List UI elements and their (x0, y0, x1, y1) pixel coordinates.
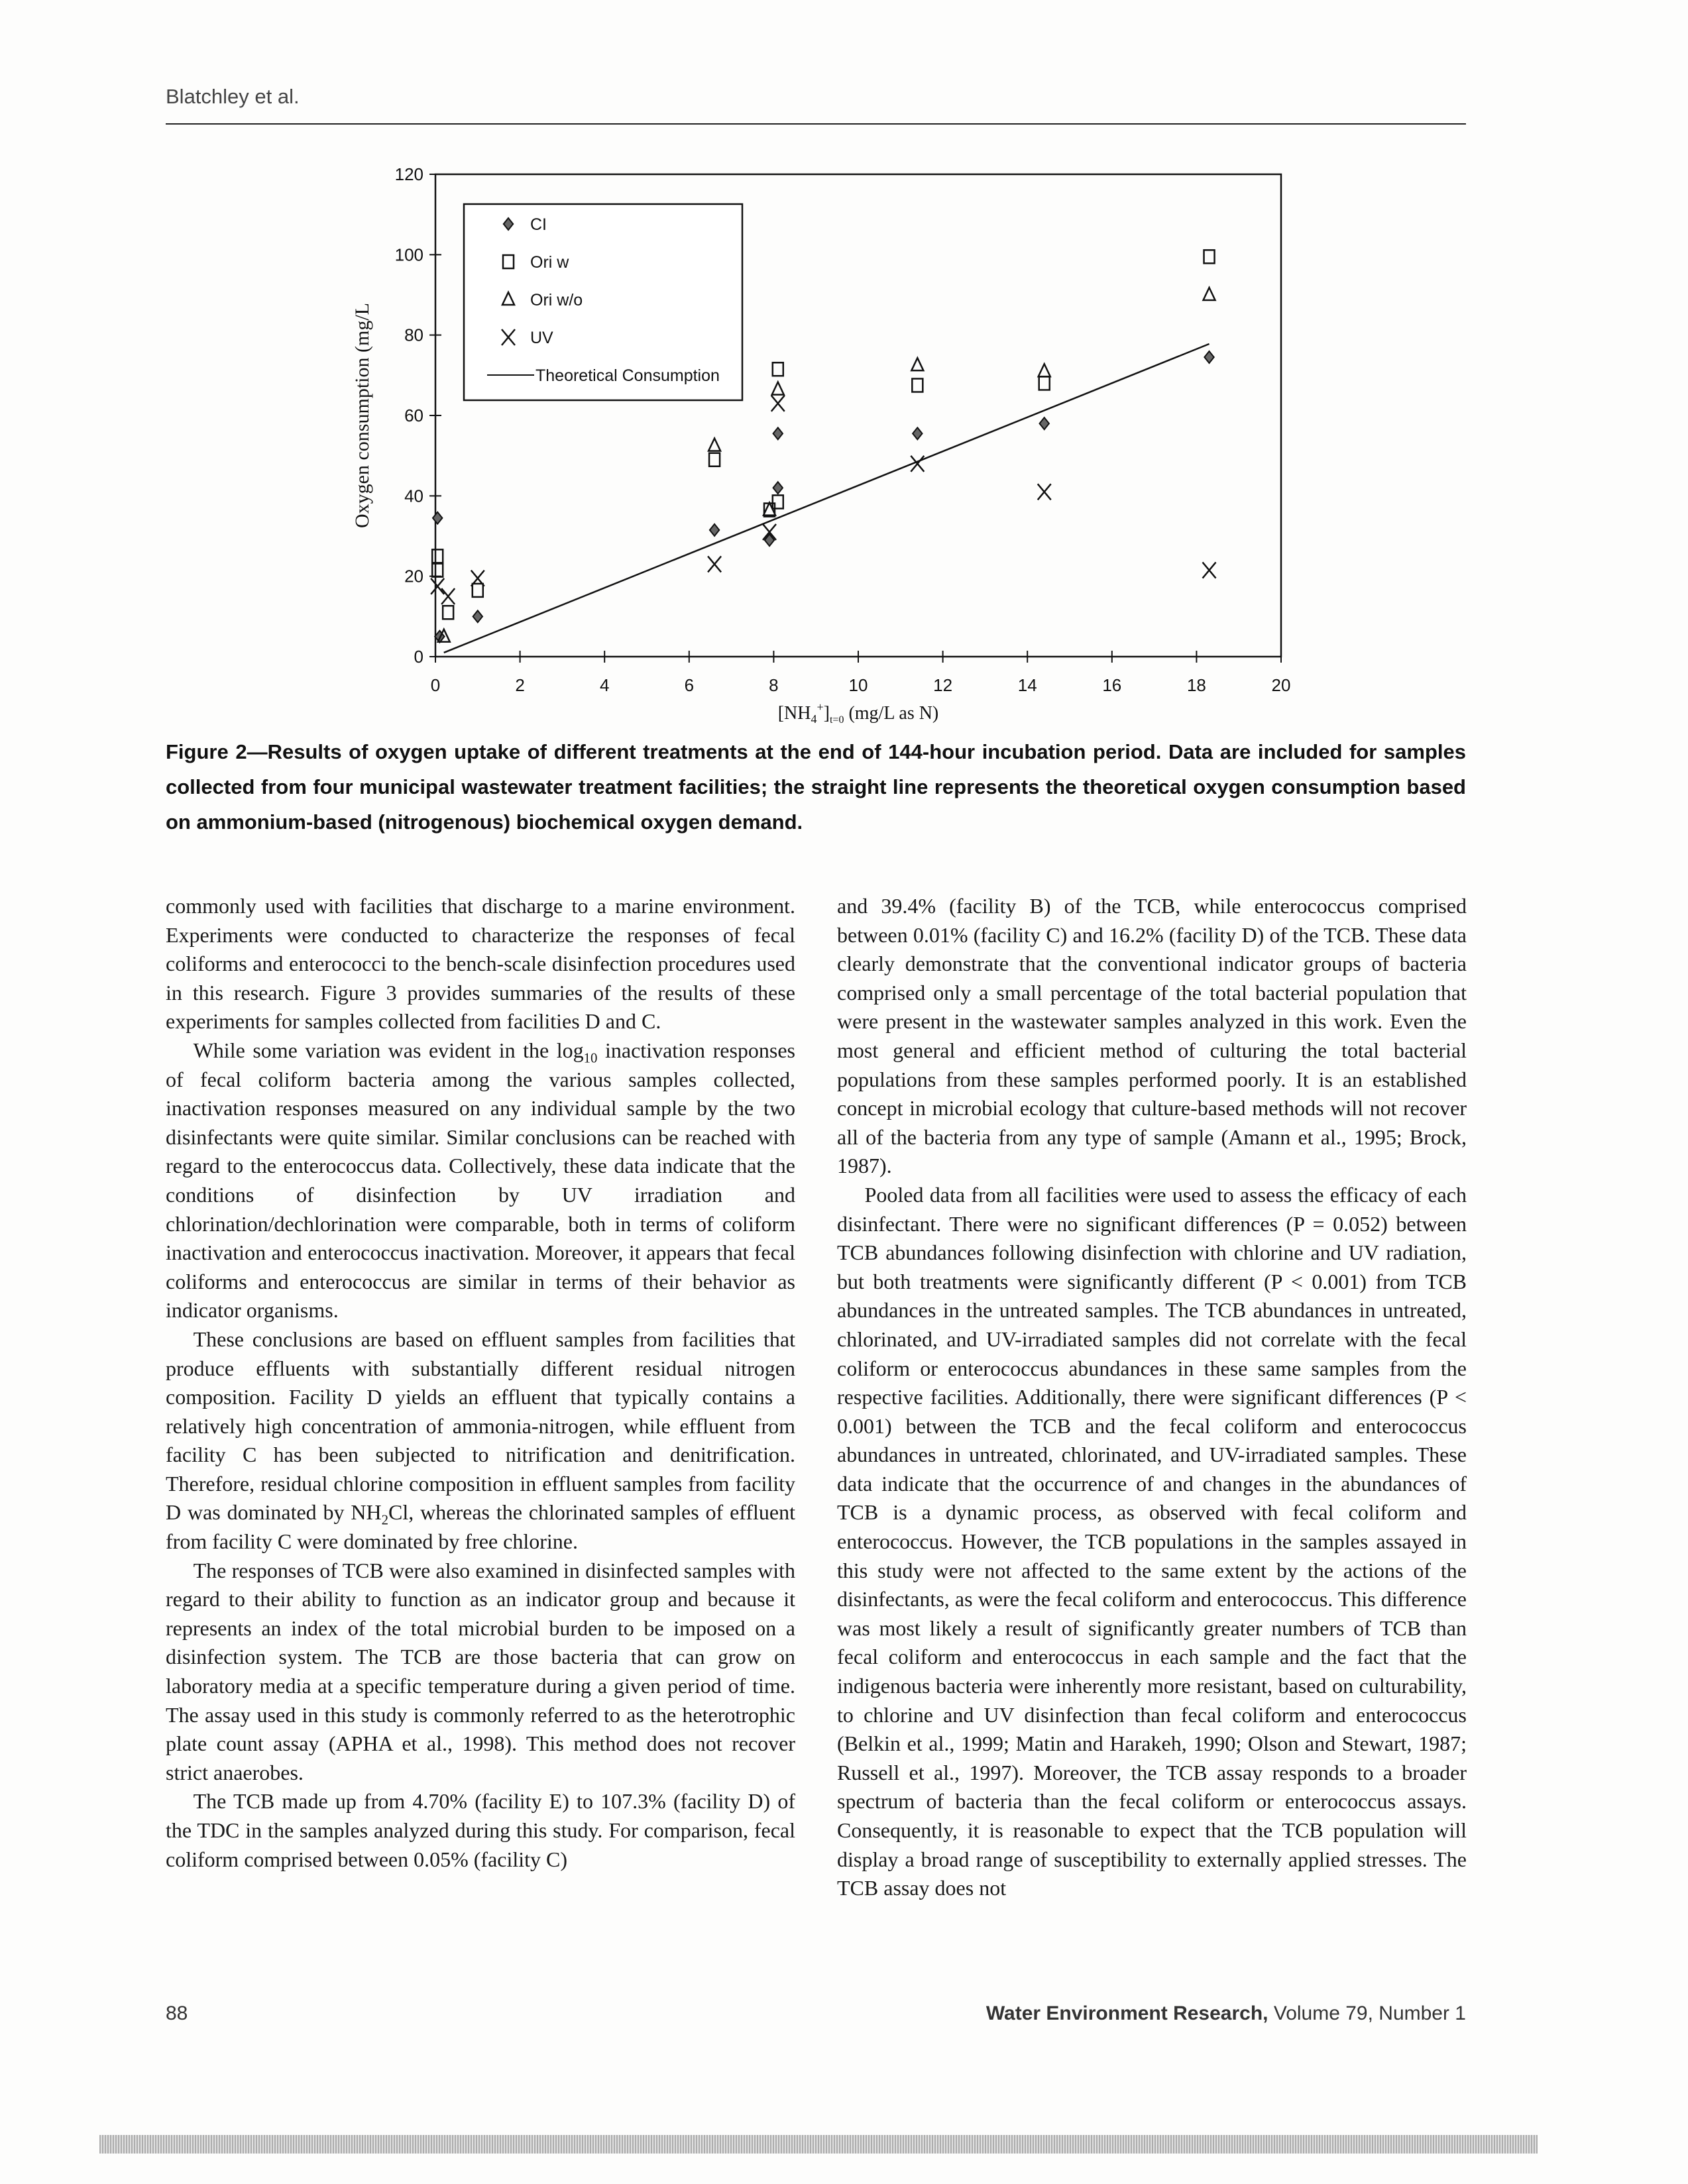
x-tick-label: 16 (1102, 675, 1121, 695)
data-point-uv (470, 569, 485, 587)
data-point-ori-w (441, 605, 455, 620)
theoretical-consumption-line (443, 343, 1210, 654)
y-tick-label: 40 (404, 486, 423, 506)
journal-footer: Water Environment Research, Volume 79, N… (985, 2002, 1466, 2024)
x-tick-label: 14 (1018, 675, 1037, 695)
data-point-ci (1204, 350, 1215, 364)
scan-artifact-band (99, 2135, 1538, 2154)
y-tick-label: 80 (404, 325, 423, 345)
data-point-uv (707, 555, 722, 573)
y-tick-label: 20 (404, 567, 423, 586)
data-point-ori-w (1038, 376, 1050, 391)
data-point-ori-w (771, 361, 785, 377)
x-tick-label: 20 (1272, 675, 1291, 695)
x-tick-label: 8 (769, 675, 778, 695)
data-point-ci (472, 609, 484, 624)
data-point-uv (1037, 483, 1052, 501)
x-tick-label: 0 (431, 675, 440, 695)
y-tick-label: 0 (414, 647, 423, 667)
legend-marker-uv (501, 329, 516, 346)
data-point-ori-w-o (762, 500, 777, 516)
header-rule (166, 123, 1466, 125)
y-tick-label: 60 (404, 406, 423, 425)
x-axis-label: [NH4+]t=0 (mg/L as N) (778, 700, 939, 726)
chart-ticks: 0 2 4 6 8 10 12 14 16 18 20 0 20 40 60 80 100 120 (395, 164, 1291, 695)
x-tick-label: 18 (1187, 675, 1206, 695)
chart-marks (430, 249, 1217, 654)
data-point-ori-w (1203, 249, 1215, 264)
data-point-ci (708, 523, 720, 537)
data-point-ori-w (431, 563, 444, 578)
legend-label-uv: UV (530, 329, 553, 347)
data-point-ori-w (911, 378, 924, 393)
data-point-uv (441, 588, 456, 605)
legend-label-theoretical-consumption: Theoretical Consumption (535, 366, 720, 385)
paragraph: While some variation was evident in the … (166, 1038, 796, 1323)
figure-2-chart: 0 2 4 6 8 10 12 14 16 18 20 0 20 40 60 80 100 120 CI Ori w… (351, 164, 1291, 726)
x-tick-label: 6 (685, 675, 694, 695)
data-point-ci (911, 426, 923, 441)
data-point-ori-w-o (436, 627, 451, 643)
running-head: Blatchley et al. (166, 85, 300, 108)
paragraph: These conclusions are based on effluent … (166, 1327, 796, 1554)
body-column-right: and 39.4% (facility B) of the TCB, while… (837, 892, 1467, 1903)
data-point-ci (763, 533, 775, 547)
data-point-uv (762, 523, 777, 541)
legend-marker-ci (502, 217, 514, 231)
x-tick-label: 10 (849, 675, 868, 695)
legend-label-ci: CI (530, 215, 547, 234)
y-axis-label: Oxygen consumption (mg/L (351, 303, 373, 528)
data-point-ori-w-o (770, 380, 785, 396)
data-point-ci (772, 480, 784, 495)
figure-caption: Figure 2—Results of oxygen uptake of dif… (166, 740, 1466, 834)
paragraph: Pooled data from all facilities were use… (837, 1182, 1467, 1900)
x-tick-label: 2 (515, 675, 524, 695)
data-point-ci (1039, 416, 1050, 431)
data-point-ori-w-o (910, 356, 925, 372)
data-point-uv (910, 455, 925, 472)
x-tick-label: 4 (600, 675, 609, 695)
data-point-ori-w (771, 494, 785, 510)
y-tick-label: 120 (395, 164, 423, 184)
legend-label-ori-w: Ori w (530, 253, 569, 272)
data-point-uv (1202, 561, 1217, 579)
x-tick-label: 12 (933, 675, 952, 695)
chart-legend: CI Ori w Ori w/o UV Theoretical Consumption (463, 203, 744, 402)
data-point-ori-w (431, 549, 444, 564)
paragraph: commonly used with facilities that disch… (166, 894, 795, 1034)
data-point-ori-w-o (707, 436, 722, 452)
legend-label-ori-w-o: Ori w/o (530, 291, 583, 309)
legend-marker-ori-w (502, 254, 515, 270)
paragraph: The TCB made up from 4.70% (facility E) … (166, 1789, 795, 1871)
body-column-left: commonly used with facilities that disch… (166, 892, 795, 1874)
y-tick-label: 100 (395, 245, 423, 264)
data-point-ori-w-o (1037, 362, 1052, 378)
legend-marker-ori-w-o (501, 290, 516, 306)
legend-box (463, 203, 744, 402)
paragraph: The responses of TCB were also examined … (166, 1558, 795, 1784)
data-point-ori-w (708, 452, 721, 467)
data-point-uv (770, 394, 785, 412)
data-point-ci (772, 426, 784, 441)
paragraph: and 39.4% (facility B) of the TCB, while… (837, 894, 1467, 1178)
data-point-ori-w (471, 582, 484, 598)
page-number: 88 (166, 2002, 188, 2024)
data-point-uv (430, 578, 445, 595)
data-point-ori-w-o (1202, 286, 1217, 301)
data-point-ci (431, 511, 443, 525)
